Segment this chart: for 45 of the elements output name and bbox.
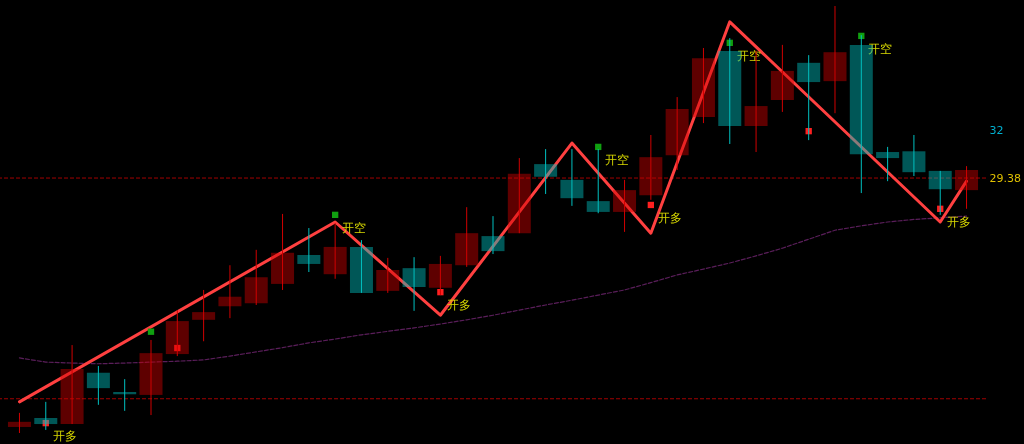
- candlestick: [218, 264, 242, 319]
- candlestick: [349, 239, 373, 294]
- candlestick: [955, 165, 979, 210]
- candlestick: [928, 170, 952, 216]
- candlestick: [455, 206, 479, 268]
- candlestick: [823, 5, 847, 114]
- candlestick: [244, 249, 268, 306]
- y-tick-label: 29.38: [989, 171, 1021, 185]
- data-label: 开空: [736, 48, 761, 63]
- point: [331, 211, 339, 219]
- candlestick: [271, 213, 295, 291]
- candlestick: [376, 257, 400, 294]
- candlestick: [534, 148, 558, 195]
- candlestick: [165, 309, 189, 357]
- point: [147, 328, 155, 335]
- candlestick: [192, 289, 216, 342]
- data-label: 开多: [52, 429, 77, 444]
- candlestick: [691, 47, 715, 124]
- candlestick: [665, 96, 689, 171]
- data-label: 开空: [342, 220, 367, 235]
- candlestick: [613, 179, 637, 233]
- candlestick: [34, 401, 58, 431]
- candlestick: [902, 134, 926, 177]
- candlestick: [60, 344, 84, 425]
- y-tick-label: 32: [989, 123, 1004, 137]
- data-label: 开空: [605, 152, 630, 167]
- candlestick: [7, 412, 31, 434]
- candlestick: [402, 256, 426, 312]
- candlestick: [639, 134, 663, 201]
- data-label: 开多: [947, 214, 972, 229]
- data-label: 开多: [447, 298, 472, 313]
- candlestick: [139, 339, 163, 416]
- data-label: 开多: [657, 210, 682, 225]
- data-label: 开空: [868, 41, 893, 56]
- point: [647, 201, 655, 209]
- candlestick: [86, 365, 110, 406]
- candlestick: [797, 54, 821, 141]
- candlestick: [560, 148, 584, 207]
- candlestick: [770, 44, 794, 113]
- candlestick: [481, 215, 505, 255]
- candlestick: [297, 227, 321, 273]
- candlestick: [113, 378, 137, 412]
- candlestick: [507, 157, 531, 234]
- candlestick: [428, 255, 452, 296]
- candlestick: [876, 146, 900, 182]
